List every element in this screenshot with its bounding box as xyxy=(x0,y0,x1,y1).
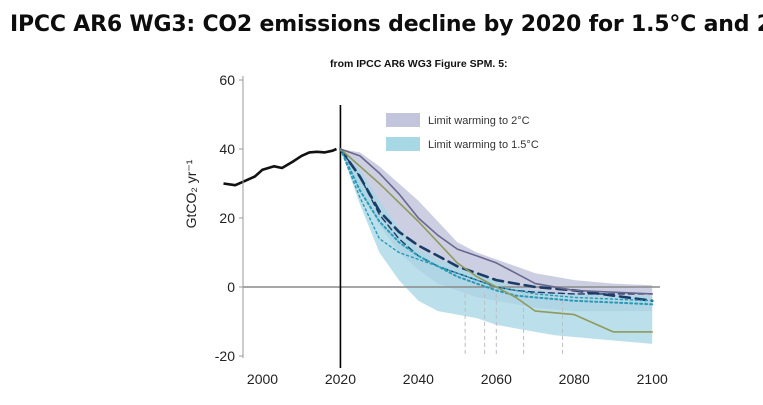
x-tick-label: 2080 xyxy=(559,371,590,387)
x-tick-label: 2020 xyxy=(325,371,356,387)
historical-emissions-line xyxy=(223,147,338,187)
axes-layer: 60 40 20 0 -20 2000 2020 2040 2060 2080 2100 GtCO₂ … xyxy=(183,72,668,387)
x-tick-label: 2000 xyxy=(247,371,278,387)
pathway-line xyxy=(339,148,654,306)
legend-swatch-1-5c xyxy=(386,137,420,151)
pathway-line xyxy=(339,148,653,333)
x-tick-label: 2100 xyxy=(637,371,668,387)
legend-label-2c: Limit warming to 2°C xyxy=(428,115,530,127)
pathway-line xyxy=(339,148,653,295)
legend-swatch-2c xyxy=(386,113,420,127)
figure-source-note: from IPCC AR6 WG3 Figure SPM. 5: xyxy=(330,58,508,70)
series-layer xyxy=(339,147,654,333)
y-tick-label: -20 xyxy=(215,348,235,364)
pathway-line xyxy=(339,148,653,295)
page-title: IPCC AR6 WG3: CO2 emissions decline by 2… xyxy=(10,12,763,37)
y-tick-label: 40 xyxy=(219,141,235,157)
x-tick-label: 2040 xyxy=(403,371,434,387)
legend: Limit warming to 2°C Limit warming to 1.5… xyxy=(386,113,539,151)
bands-layer xyxy=(340,149,653,344)
marker-lines-layer xyxy=(464,293,564,356)
y-axis-label: GtCO₂ yr⁻¹ xyxy=(183,159,199,228)
y-tick-label: 20 xyxy=(219,210,235,226)
legend-label-1-5c: Limit warming to 1.5°C xyxy=(428,139,539,151)
historical-layer xyxy=(223,147,338,187)
band-1-5c xyxy=(340,149,653,344)
y-tick-label: 60 xyxy=(219,72,235,88)
y-tick-label: 0 xyxy=(227,279,235,295)
x-tick-label: 2060 xyxy=(481,371,512,387)
pathway-line xyxy=(339,148,653,302)
